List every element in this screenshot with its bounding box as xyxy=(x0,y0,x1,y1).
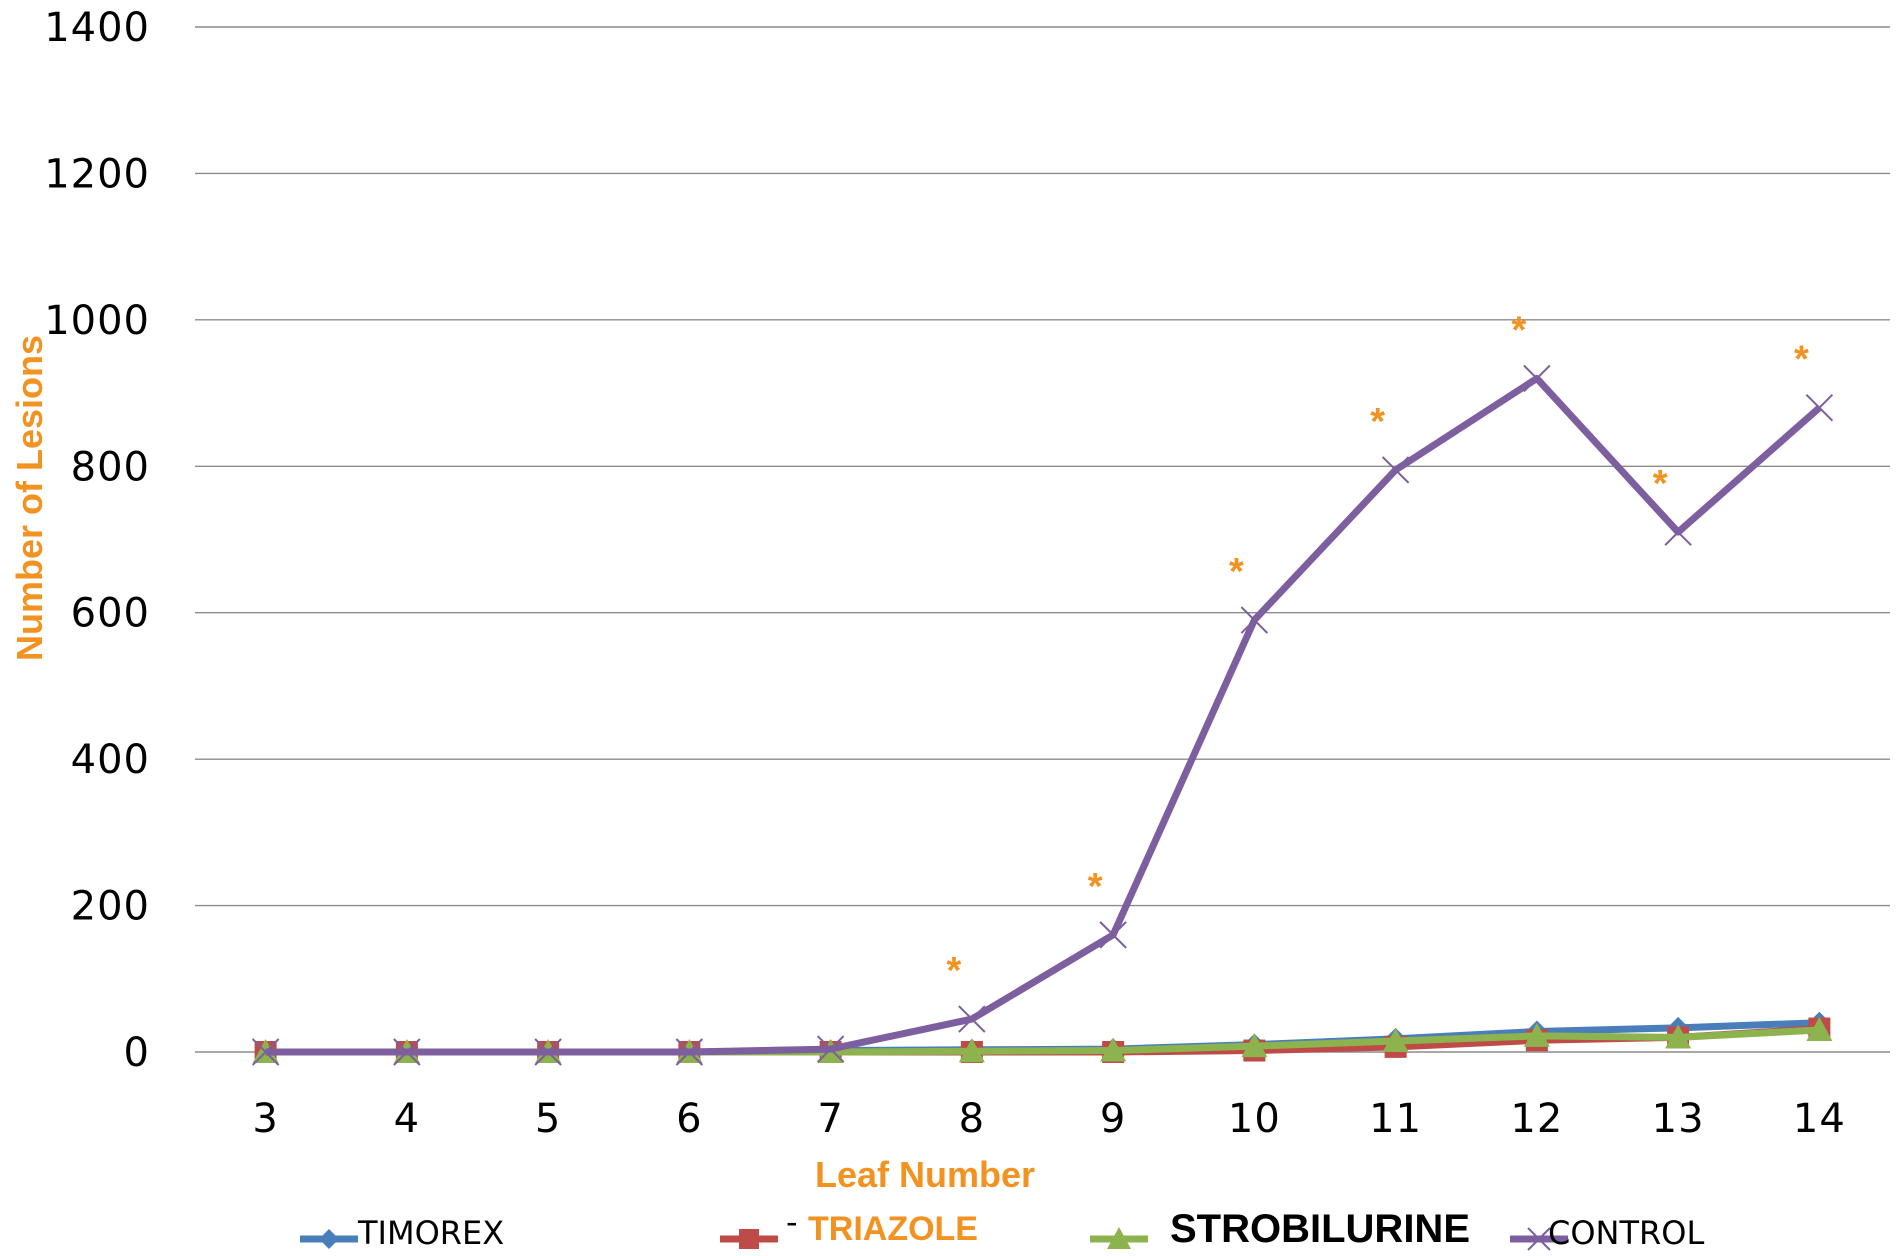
y-axis-title: Number of Lesions xyxy=(9,335,50,661)
data-point xyxy=(1100,1037,1127,1062)
legend-marker xyxy=(1527,1227,1551,1251)
significance-star: * xyxy=(1229,551,1244,593)
significance-star: * xyxy=(1511,309,1526,351)
significance-star: * xyxy=(1088,866,1103,908)
y-tick-label: 400 xyxy=(71,737,150,783)
x-tick-label: 4 xyxy=(394,1096,420,1142)
significance-star: * xyxy=(1794,339,1809,381)
legend-label: TRIAZOLE xyxy=(808,1210,978,1248)
y-tick-label: 1400 xyxy=(44,5,150,51)
data-point xyxy=(393,1038,421,1066)
data-point xyxy=(1523,1022,1550,1047)
legend-item-triazole: - TRIAZOLE xyxy=(720,1203,978,1249)
x-tick-label: 9 xyxy=(1100,1096,1126,1142)
data-point xyxy=(1099,921,1127,949)
x-tick-label: 7 xyxy=(817,1096,843,1142)
data-point xyxy=(534,1038,562,1066)
legend-label: CONTROL xyxy=(1548,1214,1704,1252)
legend-label: STROBILURINE xyxy=(1170,1207,1470,1251)
gridlines xyxy=(195,26,1890,1053)
x-tick-label: 13 xyxy=(1652,1096,1705,1142)
data-point xyxy=(675,1038,704,1066)
legend-item-control: CONTROL xyxy=(1510,1214,1704,1252)
significance-star: * xyxy=(1653,463,1668,505)
legend-dash: - xyxy=(786,1203,798,1241)
x-tick-label: 5 xyxy=(535,1096,561,1142)
x-axis-ticks: 3 4 5 6 7 8 9 10 11 12 13 14 xyxy=(252,1096,1846,1142)
x-tick-label: 3 xyxy=(252,1096,278,1142)
legend-label: TIMOREX xyxy=(357,1214,504,1252)
legend-marker xyxy=(739,1229,759,1249)
series-control xyxy=(251,364,1834,1066)
x-tick-label: 8 xyxy=(959,1096,985,1142)
x-tick-label: 10 xyxy=(1228,1096,1281,1142)
legend-marker xyxy=(319,1229,339,1249)
series-line xyxy=(265,374,1822,1056)
data-point xyxy=(251,1038,280,1066)
significance-annotations: * * * * * * * xyxy=(946,309,1809,992)
y-tick-label: 800 xyxy=(71,444,150,490)
legend-item-timorex: TIMOREX xyxy=(300,1214,504,1252)
data-point xyxy=(1382,1028,1409,1053)
series xyxy=(251,364,1834,1066)
data-point xyxy=(1523,364,1551,393)
data-point xyxy=(1241,1033,1268,1058)
x-tick-label: 11 xyxy=(1369,1096,1422,1142)
legend: TIMOREX - TRIAZOLE STROBILURINE CONTROL xyxy=(300,1203,1704,1252)
series-triazole xyxy=(254,1017,1831,1063)
y-tick-label: 1200 xyxy=(44,151,150,197)
data-point xyxy=(958,1005,986,1033)
significance-star: * xyxy=(946,950,961,992)
y-tick-label: 1000 xyxy=(44,298,150,344)
legend-item-strobilurine: STROBILURINE xyxy=(1090,1207,1470,1251)
data-point xyxy=(1806,1017,1833,1042)
legend-marker xyxy=(1107,1227,1131,1249)
data-point xyxy=(1664,518,1692,546)
y-tick-label: 200 xyxy=(71,884,150,930)
y-axis-ticks: 0 200 400 600 800 1000 1200 1400 xyxy=(44,5,150,1076)
data-point xyxy=(1381,456,1410,484)
data-point xyxy=(1665,1024,1692,1049)
significance-star: * xyxy=(1370,401,1385,443)
data-point xyxy=(816,1035,845,1063)
y-tick-label: 0 xyxy=(124,1030,150,1076)
data-point xyxy=(1240,606,1269,634)
x-axis-title: Leaf Number xyxy=(815,1154,1035,1195)
data-point xyxy=(958,1038,985,1063)
y-tick-label: 600 xyxy=(71,591,150,637)
x-tick-label: 14 xyxy=(1793,1096,1846,1142)
data-point xyxy=(1805,394,1834,422)
x-tick-label: 12 xyxy=(1510,1096,1563,1142)
x-tick-label: 6 xyxy=(676,1096,702,1142)
